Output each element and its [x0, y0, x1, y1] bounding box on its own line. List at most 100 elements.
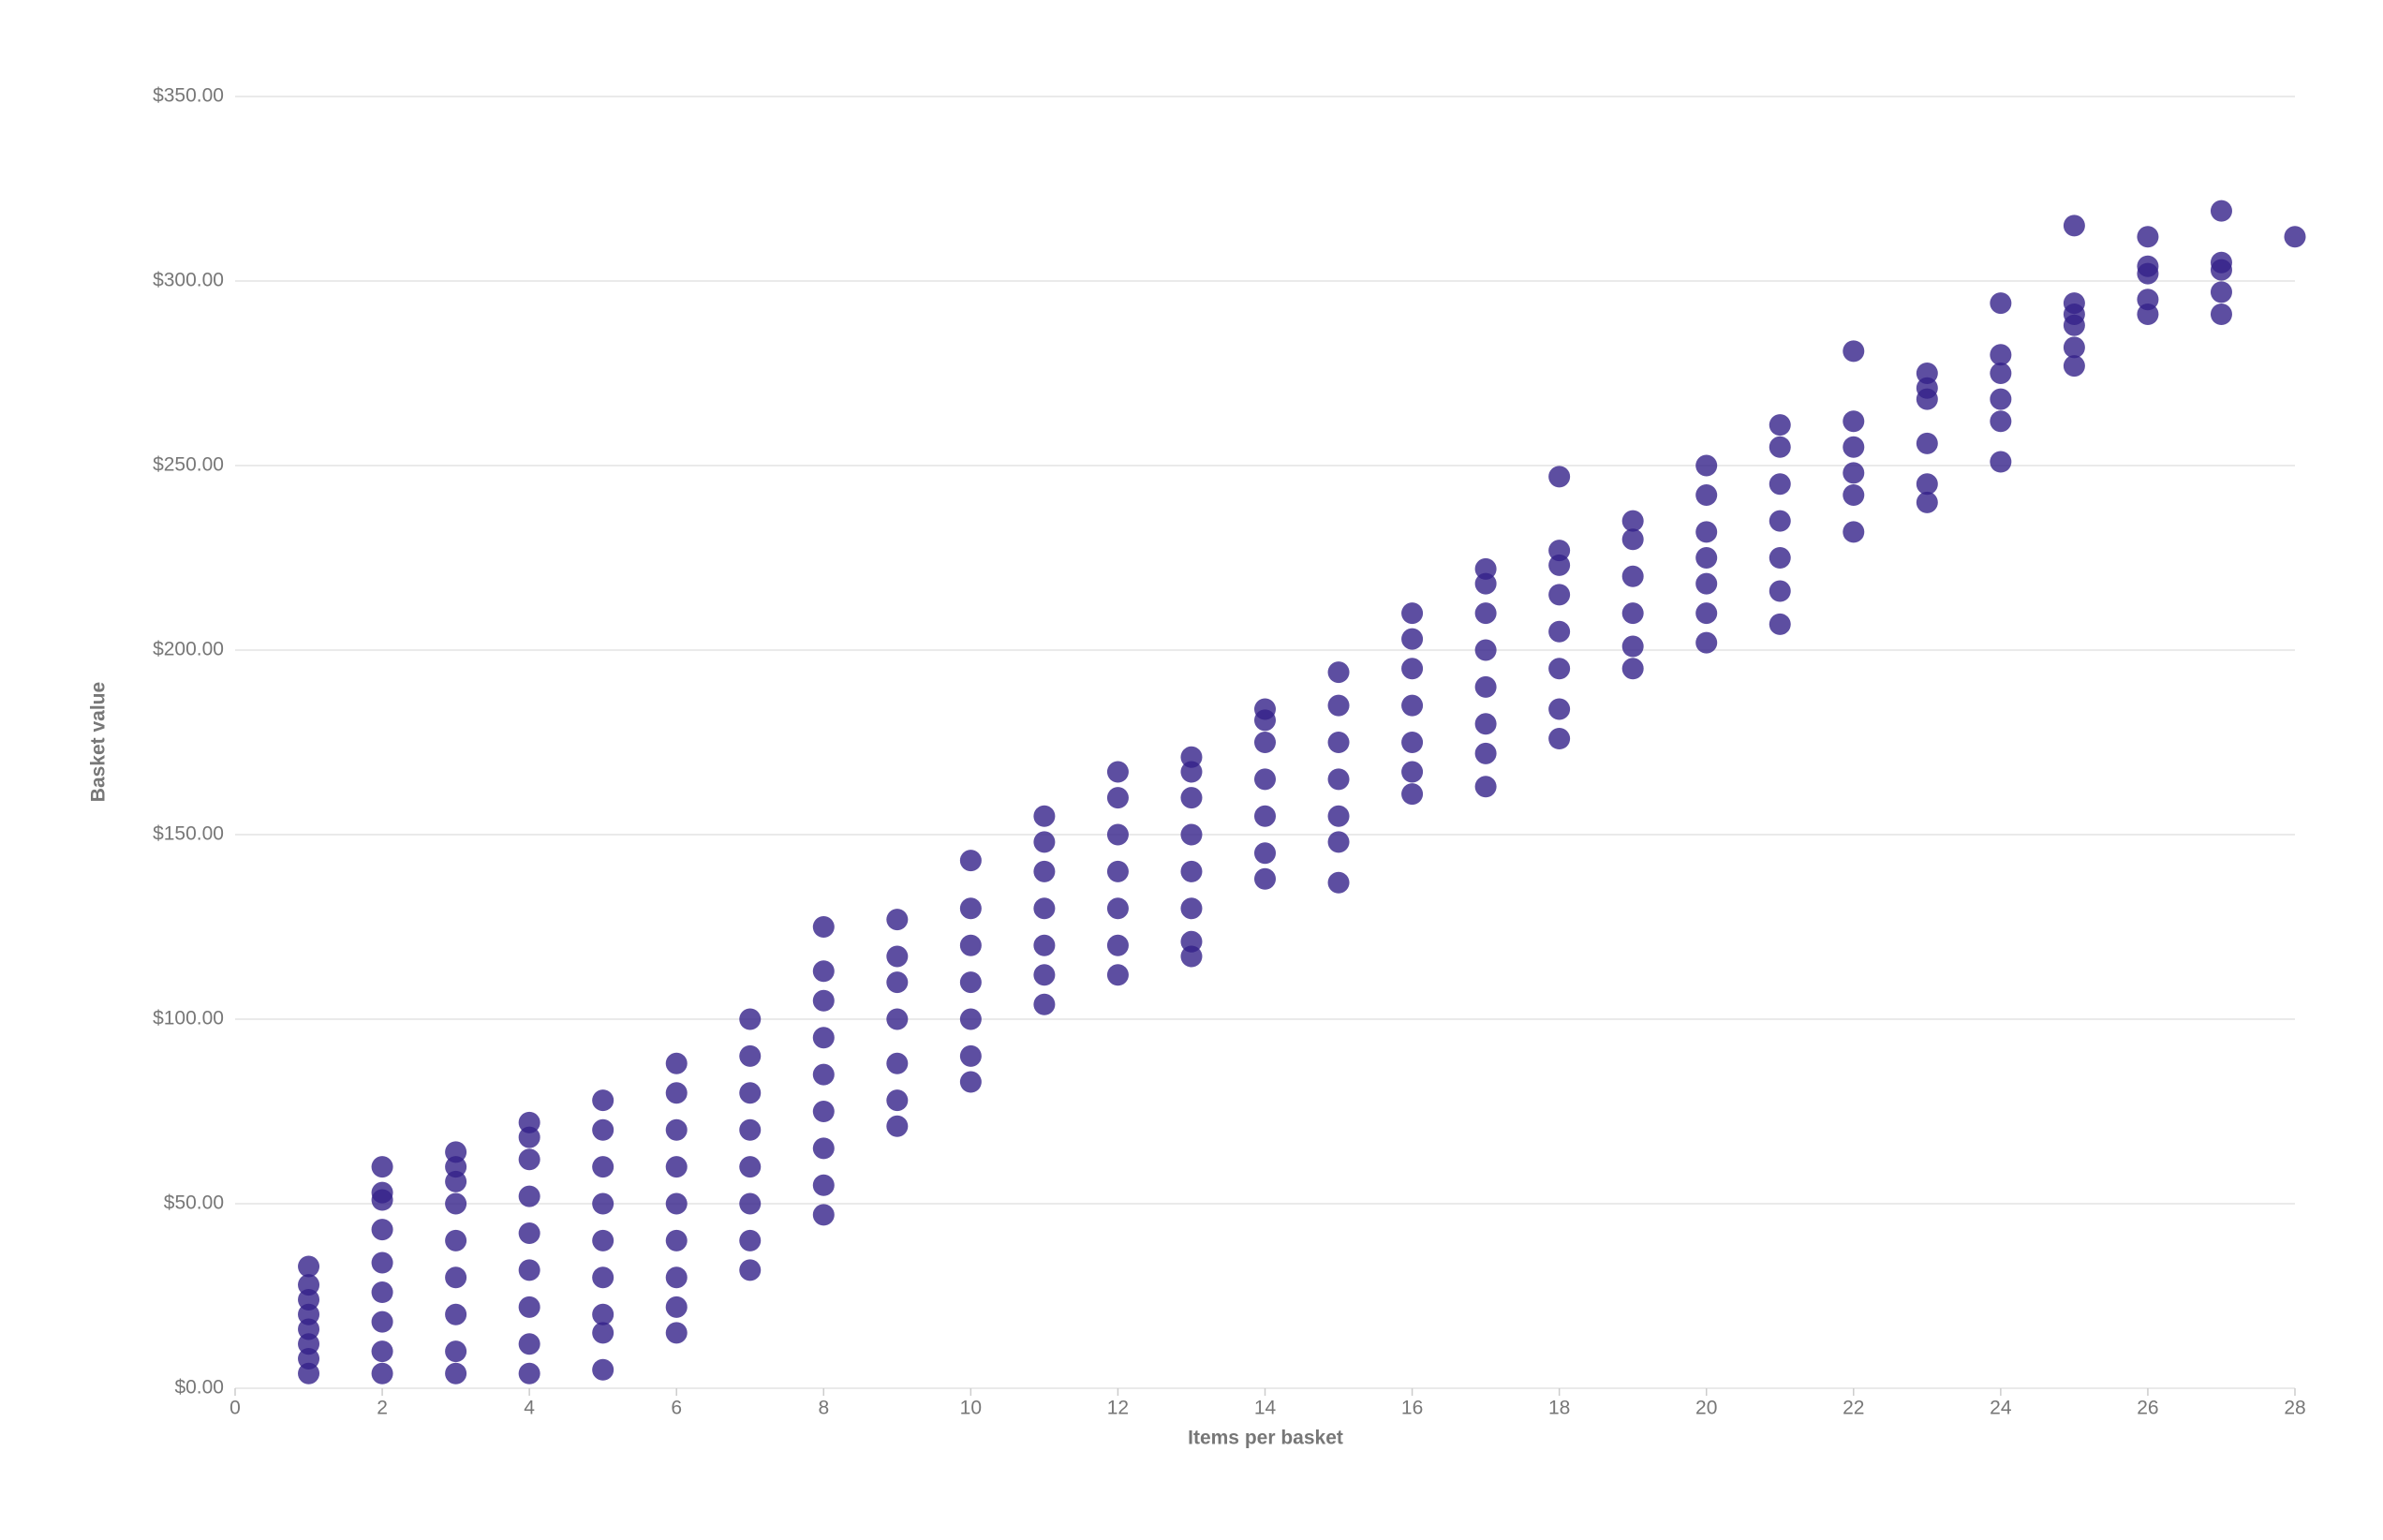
point	[592, 1089, 614, 1112]
point	[1180, 746, 1203, 768]
point	[371, 1156, 393, 1178]
point	[1916, 432, 1938, 454]
point	[1621, 635, 1644, 658]
point	[1327, 694, 1350, 717]
point	[812, 1204, 835, 1226]
point	[1254, 732, 1276, 753]
point	[518, 1111, 540, 1133]
point	[739, 1082, 762, 1104]
point	[1401, 628, 1424, 650]
point	[886, 1089, 909, 1112]
point	[1548, 698, 1571, 720]
point	[1033, 934, 1056, 956]
point	[1401, 783, 1424, 806]
point	[739, 1192, 762, 1215]
point	[1033, 964, 1056, 986]
x-tick-label: 14	[1254, 1398, 1277, 1419]
point	[959, 1008, 982, 1030]
point	[518, 1126, 540, 1148]
point	[1990, 388, 2012, 410]
x-tick-label: 2	[377, 1398, 388, 1419]
point	[1474, 742, 1497, 764]
point	[445, 1141, 467, 1163]
point	[1695, 521, 1718, 543]
point	[665, 1296, 688, 1318]
x-tick-label: 16	[1401, 1398, 1423, 1419]
point	[2210, 200, 2232, 222]
point	[886, 1052, 909, 1074]
point	[298, 1288, 320, 1310]
point	[518, 1222, 540, 1245]
point	[812, 960, 835, 983]
point	[1695, 602, 1718, 625]
point	[1695, 454, 1718, 477]
point	[739, 1229, 762, 1251]
point	[1621, 602, 1644, 625]
point	[812, 916, 835, 938]
y-tick-label: $150.00	[153, 823, 224, 845]
point	[1327, 732, 1350, 753]
point	[592, 1118, 614, 1141]
point	[1254, 768, 1276, 791]
point	[959, 971, 982, 994]
point	[445, 1229, 467, 1251]
point	[592, 1192, 614, 1215]
point	[665, 1082, 688, 1104]
point	[665, 1192, 688, 1215]
point	[371, 1219, 393, 1241]
point	[812, 1101, 835, 1122]
point	[1106, 761, 1129, 783]
point	[2284, 226, 2306, 248]
point	[1327, 661, 1350, 684]
point	[2063, 215, 2085, 237]
point	[959, 1044, 982, 1067]
point	[1769, 473, 1791, 496]
point	[2137, 303, 2159, 325]
point	[1254, 698, 1276, 720]
point	[1474, 557, 1497, 580]
point	[665, 1266, 688, 1289]
y-tick-label: $350.00	[153, 85, 224, 107]
x-tick-label: 26	[2137, 1398, 2158, 1419]
point	[518, 1185, 540, 1207]
point	[1769, 436, 1791, 458]
point	[1548, 540, 1571, 562]
y-axis-title: Basket value	[88, 682, 110, 802]
x-tick-label: 20	[1695, 1398, 1717, 1419]
point	[1254, 842, 1276, 865]
point	[1843, 436, 1865, 458]
point	[592, 1322, 614, 1344]
point	[739, 1118, 762, 1141]
point	[445, 1340, 467, 1363]
point	[592, 1229, 614, 1251]
x-tick-label: 0	[229, 1398, 241, 1419]
point	[1916, 363, 1938, 384]
point	[1180, 945, 1203, 968]
point	[298, 1362, 320, 1385]
point	[812, 1063, 835, 1086]
point	[2137, 226, 2159, 248]
point	[1106, 964, 1129, 986]
x-axis-title: Items per basket	[1188, 1428, 1343, 1449]
point	[518, 1333, 540, 1355]
point	[1695, 547, 1718, 569]
x-tick-label: 18	[1548, 1398, 1570, 1419]
point	[371, 1281, 393, 1304]
point	[1106, 823, 1129, 846]
point	[1327, 805, 1350, 827]
point	[886, 909, 909, 931]
point	[1695, 484, 1718, 507]
point	[2063, 336, 2085, 359]
y-tick-label: $100.00	[153, 1008, 224, 1029]
x-tick-label: 12	[1107, 1398, 1129, 1419]
point	[1327, 831, 1350, 853]
point	[518, 1259, 540, 1281]
point	[1916, 491, 1938, 513]
point	[1621, 528, 1644, 551]
point	[1474, 713, 1497, 735]
point	[1106, 897, 1129, 920]
point	[959, 850, 982, 872]
point	[592, 1358, 614, 1381]
point	[1621, 658, 1644, 680]
point	[1474, 776, 1497, 798]
